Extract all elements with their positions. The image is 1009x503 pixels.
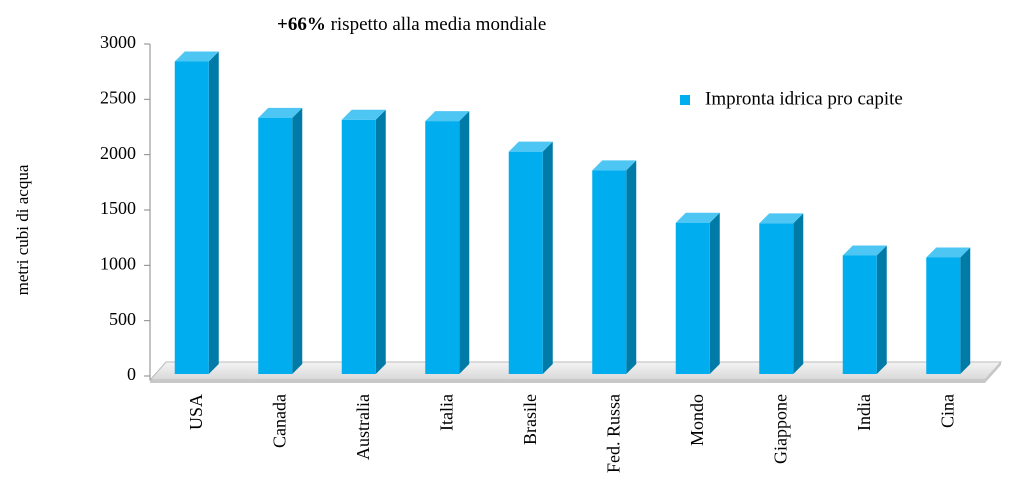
bar: [759, 223, 794, 374]
y-axis-label: metri cubi di acqua: [13, 164, 32, 295]
bar-side: [793, 213, 804, 374]
bar-top: [174, 51, 219, 62]
x-tick-label: Giappone: [770, 394, 790, 464]
bar-side: [960, 247, 971, 374]
bar-side: [459, 111, 470, 374]
bar: [341, 119, 376, 374]
x-tick-label: India: [854, 394, 874, 431]
bar-side: [375, 109, 386, 374]
y-tick-label: 2500: [100, 87, 136, 107]
bar-side: [626, 160, 637, 374]
bar-top: [341, 109, 386, 120]
annotation: +66% rispetto alla media mondiale: [277, 14, 547, 36]
annotation-text: rispetto alla media mondiale: [330, 14, 547, 35]
x-tick-label: Mondo: [687, 394, 707, 446]
bar: [842, 255, 877, 374]
legend-label: Impronta idrica pro capite: [705, 88, 903, 109]
annotation-bold: +66%: [277, 14, 326, 35]
y-tick-label: 1500: [100, 198, 136, 218]
bar: [508, 151, 543, 374]
x-tick-label: Brasile: [520, 394, 540, 445]
bar-side: [292, 107, 303, 374]
x-tick-label: Cina: [937, 394, 957, 428]
legend-swatch: [680, 95, 690, 105]
x-tick-label: Italia: [436, 394, 456, 431]
y-tick-label: 500: [109, 309, 136, 329]
x-tick-label: USA: [186, 394, 206, 430]
bar-top: [842, 245, 887, 256]
bar-side: [208, 51, 219, 375]
bar: [675, 222, 710, 374]
bar-top: [258, 107, 303, 118]
bar-side: [709, 212, 720, 374]
floor-edge: [150, 362, 1001, 383]
bar: [592, 170, 627, 374]
bar: [258, 117, 293, 374]
bar-top: [759, 213, 804, 224]
bar-side: [542, 141, 553, 374]
bar-top: [675, 212, 720, 223]
y-tick-label: 0: [127, 364, 136, 384]
bar-top: [592, 160, 637, 171]
y-tick-label: 3000: [100, 32, 136, 52]
bar-top: [926, 247, 971, 258]
x-tick-label: Fed. Russa: [603, 394, 623, 473]
bar: [174, 61, 209, 375]
bar-top: [425, 111, 470, 122]
y-tick-label: 2000: [100, 143, 136, 163]
x-tick-label: Canada: [269, 394, 289, 448]
x-tick-label: Australia: [353, 394, 373, 460]
bar: [425, 121, 460, 374]
y-tick-label: 1000: [100, 253, 136, 273]
bar: [926, 257, 961, 374]
bar-top: [508, 141, 553, 152]
bar-side: [876, 245, 887, 374]
